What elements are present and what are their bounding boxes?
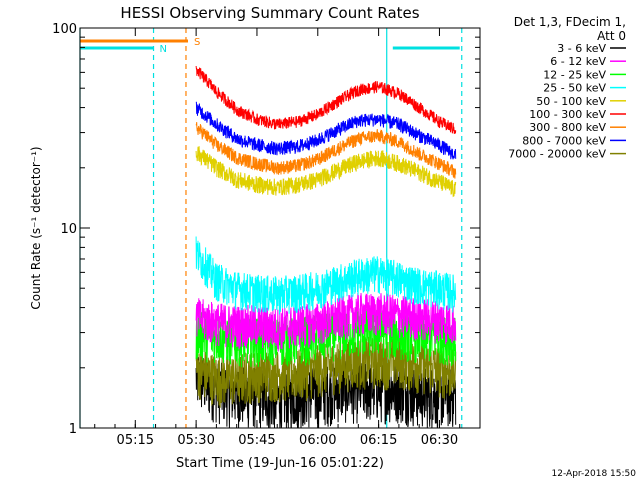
legend-label-7: 800 - 7000 keV (522, 134, 606, 147)
series-line-5 (195, 65, 457, 135)
legend-label-3: 25 - 50 keV (543, 82, 606, 95)
y-tick-label-1: 10 (60, 222, 77, 237)
x-tick-label-0: 05:15 (117, 433, 154, 448)
legend-label-2: 12 - 25 keV (543, 68, 606, 81)
legend-label-8: 7000 - 20000 keV (508, 148, 606, 161)
flag-label-1: N (160, 44, 167, 55)
series-line-1 (195, 292, 457, 352)
legend-header-line-1: Det 1,3, FDecim 1, (514, 15, 626, 29)
x-tick-label-3: 06:00 (299, 433, 336, 448)
y-tick-label-0: 1 (69, 422, 77, 437)
x-tick-label-4: 06:15 (360, 433, 397, 448)
x-tick-label-2: 05:45 (238, 433, 275, 448)
x-axis-label: Start Time (19-Jun-16 05:01:22) (176, 456, 384, 471)
legend-header-line-2: Att 0 (597, 29, 626, 43)
series-line-6 (195, 122, 457, 179)
legend-label-4: 50 - 100 keV (536, 95, 606, 108)
legend-label-1: 6 - 12 keV (550, 55, 606, 68)
annotation-flags: SN (80, 37, 460, 55)
series-line-4 (195, 146, 457, 198)
series-line-7 (195, 101, 457, 160)
series-layer (195, 65, 457, 429)
x-tick-label-1: 05:30 (177, 433, 214, 448)
legend-label-0: 3 - 6 keV (557, 42, 606, 55)
x-tick-label-5: 06:30 (421, 433, 458, 448)
generation-timestamp: 12-Apr-2018 15:50 (552, 469, 637, 479)
x-axis-ticks: 05:15 05:30 05:45 06:00 06:15 06:30 (94, 28, 461, 448)
y-axis-ticks: 1 10 100 (52, 22, 480, 437)
series-line-3 (195, 236, 457, 315)
legend-label-5: 100 - 300 keV (529, 108, 606, 121)
chart-title: HESSI Observing Summary Count Rates (120, 4, 419, 22)
series-line-8 (195, 336, 457, 408)
y-tick-label-2: 100 (52, 22, 77, 37)
flag-label-0: S (194, 37, 200, 48)
y-axis-label: Count Rate (s⁻¹ detector⁻¹) (29, 146, 43, 309)
legend-label-6: 300 - 800 keV (529, 121, 606, 134)
